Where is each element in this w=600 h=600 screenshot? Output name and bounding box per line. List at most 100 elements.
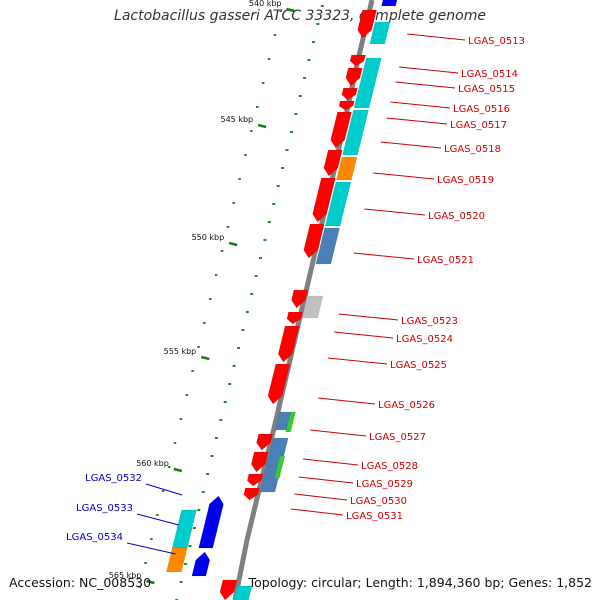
minor-tick [281, 167, 285, 169]
cds-block [336, 156, 358, 181]
feature-layer [166, 0, 398, 600]
gene-label[interactable]: LGAS_0517 [450, 120, 507, 131]
minor-tick [250, 293, 254, 295]
label-leader [310, 429, 367, 437]
gene-arrow-forward [251, 451, 269, 473]
cds-block [302, 295, 324, 319]
gene-arrow-forward [323, 149, 343, 177]
gene-label[interactable]: LGAS_0534 [66, 532, 123, 543]
minor-tick [250, 130, 253, 132]
minor-tick [320, 5, 324, 7]
minor-tick [138, 586, 141, 588]
minor-tick [289, 131, 293, 133]
minor-tick [144, 562, 147, 564]
minor-tick [197, 346, 200, 348]
gene-arrow-forward [349, 54, 366, 67]
minor-tick [191, 370, 194, 372]
cds-block [233, 585, 253, 600]
minor-tick [228, 383, 232, 385]
minor-tick [294, 113, 298, 115]
gene-arrow-forward [246, 473, 264, 487]
label-leader [294, 493, 348, 501]
minor-tick [161, 490, 165, 492]
gene-arrow-forward [345, 67, 363, 87]
gene-arrow-reverse [198, 495, 224, 549]
minor-tick [219, 419, 223, 421]
minor-tick [272, 203, 276, 205]
major-tick [286, 7, 295, 13]
label-leader [373, 172, 435, 180]
gene-label[interactable]: LGAS_0516 [453, 104, 510, 115]
cds-block [381, 0, 398, 7]
gene-label[interactable]: LGAS_0528 [361, 461, 418, 472]
gene-label[interactable]: LGAS_0518 [444, 144, 501, 155]
minor-tick [214, 274, 218, 276]
minor-tick [245, 311, 249, 313]
gene-arrow-forward [256, 433, 273, 451]
label-leader [303, 458, 359, 466]
minor-tick [150, 538, 153, 540]
label-leader [380, 141, 442, 149]
minor-tick [156, 514, 159, 516]
gene-label[interactable]: LGAS_0514 [461, 69, 518, 80]
minor-tick [261, 82, 265, 84]
gene-label[interactable]: LGAS_0527 [369, 432, 426, 443]
gene-label[interactable]: LGAS_0524 [396, 334, 453, 345]
gene-label[interactable]: LGAS_0523 [401, 316, 458, 327]
cds-block [166, 547, 188, 573]
accession-text: Accession: NC_008530 [9, 575, 152, 590]
label-leader [386, 117, 448, 125]
label-leader [353, 252, 415, 260]
gene-label[interactable]: LGAS_0521 [417, 255, 474, 266]
gene-arrow-forward [357, 9, 377, 39]
minor-tick [276, 185, 280, 187]
gene-label[interactable]: LGAS_0530 [350, 496, 407, 507]
cds-block [342, 109, 369, 156]
label-leader [126, 542, 176, 555]
minor-tick [203, 322, 206, 324]
gene-label[interactable]: LGAS_0513 [468, 36, 525, 47]
minor-tick [316, 23, 320, 25]
tick-layer: 540 kbp 545 kbp 550 kbp 555 kbp 560 kbp 565 k… [109, 0, 324, 600]
map-title: Lactobacillus gasseri ATCC 33323, comple… [114, 8, 486, 24]
tick-label: 555 kbp [164, 347, 197, 356]
gene-arrow-forward [219, 579, 238, 600]
minor-tick [279, 10, 283, 12]
label-leader [390, 101, 451, 109]
label-leader [407, 33, 466, 41]
label-leader [395, 81, 456, 89]
cds-block [315, 227, 340, 265]
gene-label[interactable]: LGAS_0533 [76, 503, 133, 514]
tick-label: 540 kbp [249, 0, 282, 8]
tick-label: 550 kbp [192, 233, 225, 242]
gene-label[interactable]: LGAS_0532 [85, 473, 142, 484]
gene-label[interactable]: LGAS_0519 [437, 175, 494, 186]
minor-tick [192, 527, 196, 529]
gene-arrow-forward [278, 325, 300, 363]
minor-tick [241, 329, 245, 331]
tick-label: 545 kbp [221, 115, 254, 124]
label-leader [338, 313, 399, 321]
gene-arrow-forward [291, 289, 309, 309]
minor-tick [307, 59, 311, 61]
gene-label[interactable]: LGAS_0515 [458, 84, 515, 95]
minor-tick [179, 581, 183, 583]
minor-tick [303, 77, 307, 79]
minor-tick [244, 154, 247, 156]
cds-block [274, 455, 286, 479]
label-layer: LGAS_0513 LGAS_0514 LGAS_0515 LGAS_0516 LGAS… [66, 33, 525, 555]
minor-tick [298, 95, 302, 97]
cds-block [353, 57, 382, 109]
minor-tick [197, 509, 201, 511]
tick-label: 565 kbp [109, 571, 142, 580]
gene-label[interactable]: LGAS_0526 [378, 400, 435, 411]
gene-label[interactable]: LGAS_0520 [428, 211, 485, 222]
minor-tick [179, 418, 183, 420]
minor-tick [311, 41, 315, 43]
gene-label[interactable]: LGAS_0531 [346, 511, 403, 522]
gene-arrow-forward [312, 177, 336, 223]
gene-label[interactable]: LGAS_0529 [356, 479, 413, 490]
major-tick [146, 579, 155, 585]
gene-label[interactable]: LGAS_0525 [390, 360, 447, 371]
major-tick [228, 241, 238, 247]
